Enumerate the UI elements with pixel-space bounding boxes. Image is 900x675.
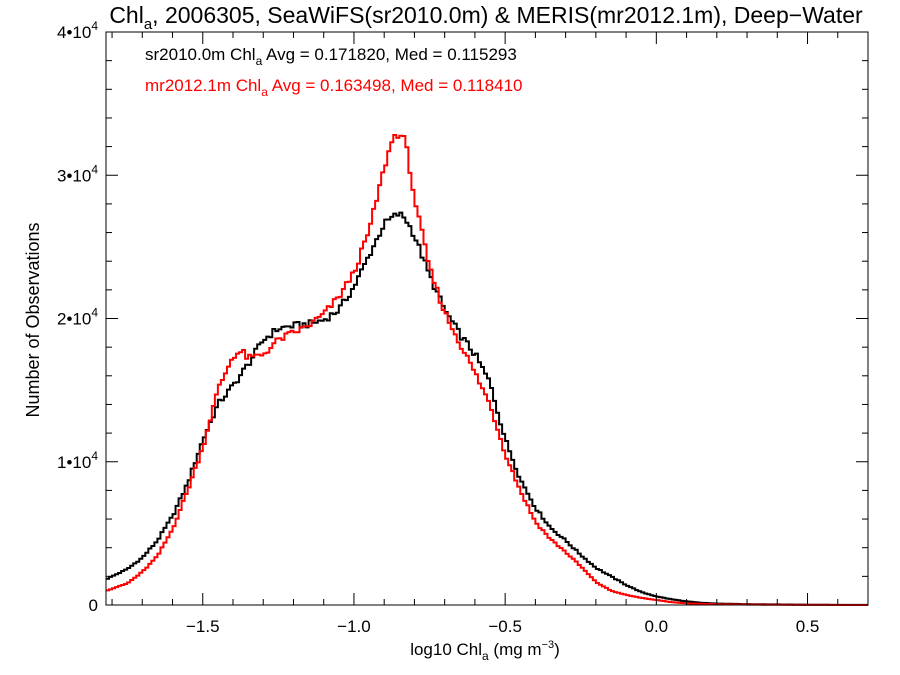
x-tick-label: −1.0	[337, 617, 371, 636]
chart-title: Chla, 2006305, SeaWiFS(sr2010.0m) & MERI…	[109, 2, 863, 33]
y-tick-label: 2•104	[57, 306, 98, 329]
x-axis-label-superscript: −3	[542, 639, 555, 651]
y-tick-label: 4•104	[57, 19, 98, 42]
legend-sr2010-subscript: a	[256, 54, 263, 68]
x-tick-label: −1.5	[186, 617, 220, 636]
x-axis-label-mid: (mg m	[489, 640, 542, 659]
y-axis-label: Number of Observations	[23, 222, 43, 417]
y-tick-label: 0	[89, 596, 98, 615]
legend-mr2012-pre: mr2012.1m Chl	[145, 76, 261, 95]
legend-entry-sr2010: sr2010.0m Chla Avg = 0.171820, Med = 0.1…	[145, 45, 517, 68]
legend-sr2010-post: Avg = 0.171820, Med = 0.115293	[262, 45, 517, 64]
x-axis-label: log10 Chla (mg m−3)	[410, 639, 560, 663]
plot-frame	[105, 31, 869, 606]
legend-mr2012-post: Avg = 0.163498, Med = 0.118410	[268, 76, 523, 95]
chart-title-part1: Chl	[109, 2, 144, 28]
ticks-layer: −1.5 −1.0 −0.5 0.0 0.5 0 1•104 2•104 3•104 4•104	[57, 19, 869, 636]
x-tick-label: 0.0	[645, 617, 669, 636]
series-line-mr2012-1m	[106, 133, 868, 606]
x-axis-label-subscript: a	[482, 649, 489, 663]
chart-title-part2: , 2006305, SeaWiFS(sr2010.0m) & MERIS(mr…	[152, 2, 863, 28]
y-tick-label: 1•104	[57, 449, 98, 472]
legend-mr2012-subscript: a	[261, 85, 268, 99]
chart-title-subscript: a	[144, 16, 153, 33]
legend-entry-mr2012: mr2012.1m Chla Avg = 0.163498, Med = 0.1…	[145, 76, 523, 99]
x-axis-label-end: )	[554, 640, 560, 659]
x-axis-label-pre: log10 Chl	[410, 640, 482, 659]
series-layer	[106, 133, 868, 606]
legend-sr2010-pre: sr2010.0m Chl	[145, 45, 256, 64]
x-tick-label: 0.5	[796, 617, 820, 636]
y-tick-label: 3•104	[57, 162, 98, 185]
x-tick-label: −0.5	[488, 617, 522, 636]
